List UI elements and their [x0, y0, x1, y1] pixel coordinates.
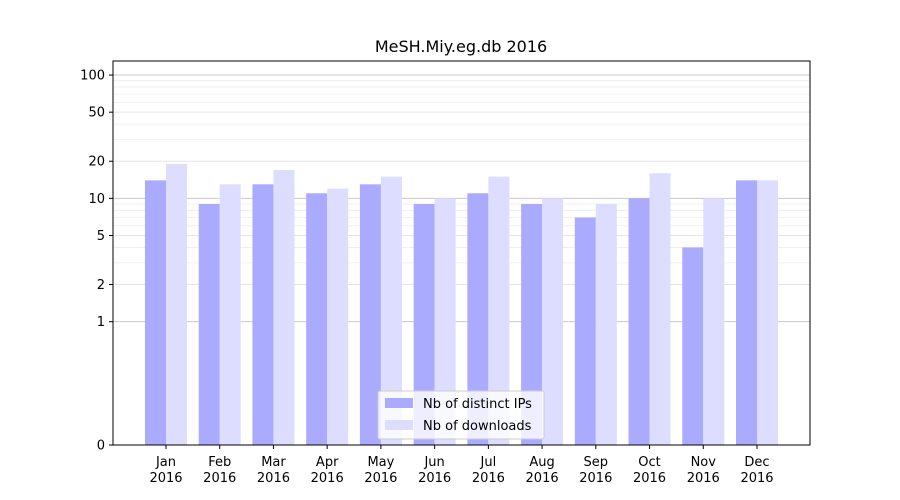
x-tick-label-month: May — [367, 455, 394, 470]
x-tick-label-year: 2016 — [257, 471, 290, 486]
bar-distinct-ips — [682, 247, 704, 445]
x-tick-label-year: 2016 — [311, 471, 344, 486]
bar-downloads — [327, 188, 349, 446]
x-tick-label-month: Feb — [208, 455, 231, 470]
y-tick-label: 1 — [97, 315, 105, 330]
bar-distinct-ips — [145, 180, 166, 445]
legend-swatch-downloads — [385, 420, 413, 430]
bar-downloads — [219, 184, 241, 445]
x-tick-label-month: Apr — [316, 455, 339, 470]
legend-swatch-distinct-ips — [385, 398, 413, 408]
legend: Nb of distinct IPs Nb of downloads — [377, 390, 545, 440]
bar-downloads — [649, 173, 671, 446]
x-axis: Jan2016Feb2016Mar2016Apr2016May2016Jun20… — [149, 445, 774, 486]
x-tick-label-year: 2016 — [149, 471, 182, 486]
bar-distinct-ips — [574, 217, 596, 445]
x-tick-label-year: 2016 — [203, 471, 236, 486]
bar-downloads — [757, 180, 778, 445]
plot-frame — [112, 60, 811, 446]
bar-downloads — [488, 176, 510, 445]
x-tick-label-month: Sep — [584, 455, 609, 470]
x-tick-label-month: Jun — [423, 455, 444, 470]
x-tick-label-year: 2016 — [633, 471, 666, 486]
bar-downloads — [380, 176, 402, 445]
bar-distinct-ips — [521, 204, 543, 445]
bar-distinct-ips — [252, 184, 274, 445]
legend-box — [377, 390, 545, 440]
y-tick-label: 2 — [97, 278, 105, 293]
y-axis: 0 1 2 5 10 20 50 100 — [80, 69, 113, 454]
x-tick-label-month: Jul — [480, 455, 497, 470]
x-tick-label-year: 2016 — [740, 471, 773, 486]
x-tick-label-month: Dec — [744, 455, 769, 470]
bar-distinct-ips — [467, 193, 489, 445]
x-tick-label-year: 2016 — [579, 471, 612, 486]
x-tick-label-month: Oct — [638, 455, 660, 470]
bar-downloads — [434, 198, 456, 445]
y-tick-label: 5 — [97, 229, 105, 244]
x-tick-label-year: 2016 — [418, 471, 451, 486]
x-tick-label-month: Nov — [691, 455, 717, 470]
bar-distinct-ips — [736, 180, 757, 445]
bar-downloads — [703, 198, 725, 445]
chart-title: MeSH.Miy.eg.db 2016 — [375, 37, 547, 56]
bar-downloads — [542, 198, 564, 445]
bar-downloads — [273, 169, 295, 445]
y-tick-label: 20 — [88, 155, 105, 170]
legend-label-downloads: Nb of downloads — [423, 419, 532, 434]
y-tick-label: 0 — [97, 439, 105, 454]
x-tick-label-month: Mar — [261, 455, 286, 470]
x-tick-label-year: 2016 — [472, 471, 505, 486]
bar-distinct-ips — [198, 204, 220, 445]
bars-group — [145, 163, 778, 446]
bar-distinct-ips — [413, 204, 435, 445]
x-tick-label-month: Aug — [529, 455, 554, 470]
bar-downloads — [166, 163, 187, 445]
x-tick-label-year: 2016 — [687, 471, 720, 486]
y-tick-label: 50 — [88, 106, 105, 121]
bar-distinct-ips — [359, 184, 381, 445]
bar-downloads — [595, 204, 617, 445]
x-tick-label-month: Jan — [155, 455, 176, 470]
x-tick-label-year: 2016 — [364, 471, 397, 486]
legend-label-distinct-ips: Nb of distinct IPs — [423, 397, 532, 412]
bar-distinct-ips — [306, 193, 328, 445]
bar-distinct-ips — [628, 198, 650, 445]
y-tick-label: 10 — [88, 192, 105, 207]
x-tick-label-year: 2016 — [526, 471, 559, 486]
y-tick-label: 100 — [80, 69, 105, 84]
